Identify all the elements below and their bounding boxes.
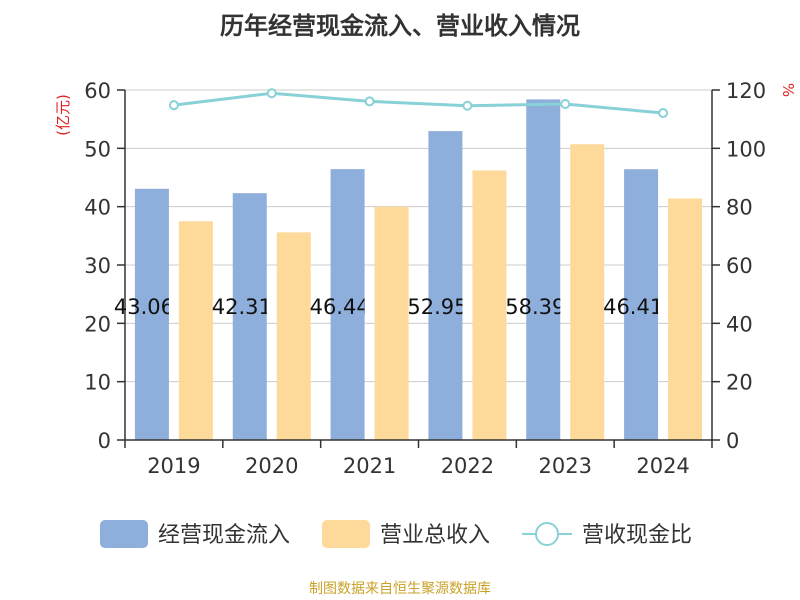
x-tick-label-2023: 2023 [539,454,592,478]
bar-cash-inflow-2024 [624,169,659,440]
left-tick-label: 50 [84,137,111,161]
right-tick-label: 20 [726,371,753,395]
bar-cash-inflow-2021 [330,169,365,440]
bars [134,99,703,441]
bar-revenue-2019 [178,221,213,440]
ratio-point-2023 [560,99,571,109]
left-tick-label: 40 [84,196,111,220]
right-tick-label: 0 [726,429,739,453]
legend-item-revenue[interactable]: 营业总收入 [322,520,490,548]
legend-item-ratio[interactable]: 营收现金比 [522,522,692,548]
left-axis-unit-label: (亿元) [54,94,72,136]
data-label-cash-inflow-2019: 43.066 [114,295,187,319]
ratio-line [168,88,669,119]
ratio-point-2020 [266,88,277,99]
left-tick-label: 10 [84,371,111,395]
legend-item-cash-inflow[interactable]: 经营现金流入 [100,520,290,548]
ratio-point-2022 [462,100,473,111]
source-note: 制图数据来自恒生聚源数据库 [309,581,491,597]
data-label-cash-inflow-2023: 58.39 [505,295,565,319]
left-tick-label: 30 [84,254,111,278]
x-tick-label-2020: 2020 [245,454,298,478]
legend-label: 营业总收入 [380,523,490,548]
data-label-cash-inflow-2022: 52.955 [407,295,480,319]
bar-cash-inflow-2022 [428,131,463,441]
left-tick-label: 60 [84,79,111,103]
data-label-cash-inflow-2021: 46.44 [310,295,370,319]
right-tick-label: 80 [726,196,753,220]
bar-revenue-2022 [472,170,507,440]
legend-label: 营收现金比 [582,523,692,548]
left-tick-label: 0 [98,429,111,453]
legend-marker-swatch [535,522,559,546]
bar-cash-inflow-2023 [526,99,561,441]
chart-title: 历年经营现金流入、营业收入情况 [220,12,580,40]
legend-swatch [100,520,148,548]
legend-label: 经营现金流入 [158,523,290,548]
grid-lines [125,89,712,383]
data-labels: 43.066 42.314 46.44 52.955 58.39 46.419 [114,295,676,319]
axes: 0 10 20 30 40 50 60 0 20 40 60 80 100 120 2019 2020 2021… [54,79,797,478]
right-tick-label: 40 [726,312,753,336]
legend[interactable]: 经营现金流入 营业总收入 营收现金比 [100,520,692,548]
right-tick-label: 100 [726,137,766,161]
bar-revenue-2021 [374,206,409,440]
x-tick-label-2019: 2019 [147,454,200,478]
ratio-point-2021 [364,96,375,107]
left-tick-label: 20 [84,312,111,336]
bar-cash-inflow-2019 [134,188,169,440]
ratio-point-2024 [658,108,669,119]
bar-revenue-2020 [276,232,311,440]
bar-revenue-2023 [570,144,605,440]
x-tick-label-2022: 2022 [441,454,494,478]
legend-swatch [322,520,370,548]
x-tick-label-2021: 2021 [343,454,396,478]
bar-revenue-2024 [668,198,703,440]
data-label-cash-inflow-2020: 42.314 [212,295,285,319]
bar-cash-inflow-2020 [232,193,267,440]
x-tick-label-2024: 2024 [636,454,689,478]
right-axis-unit-label: % [779,83,797,97]
right-tick-label: 60 [726,254,753,278]
right-tick-label: 120 [726,79,766,103]
ratio-point-2019 [168,100,179,111]
ratio-line-path [173,91,664,115]
data-label-cash-inflow-2024: 46.419 [603,295,676,319]
